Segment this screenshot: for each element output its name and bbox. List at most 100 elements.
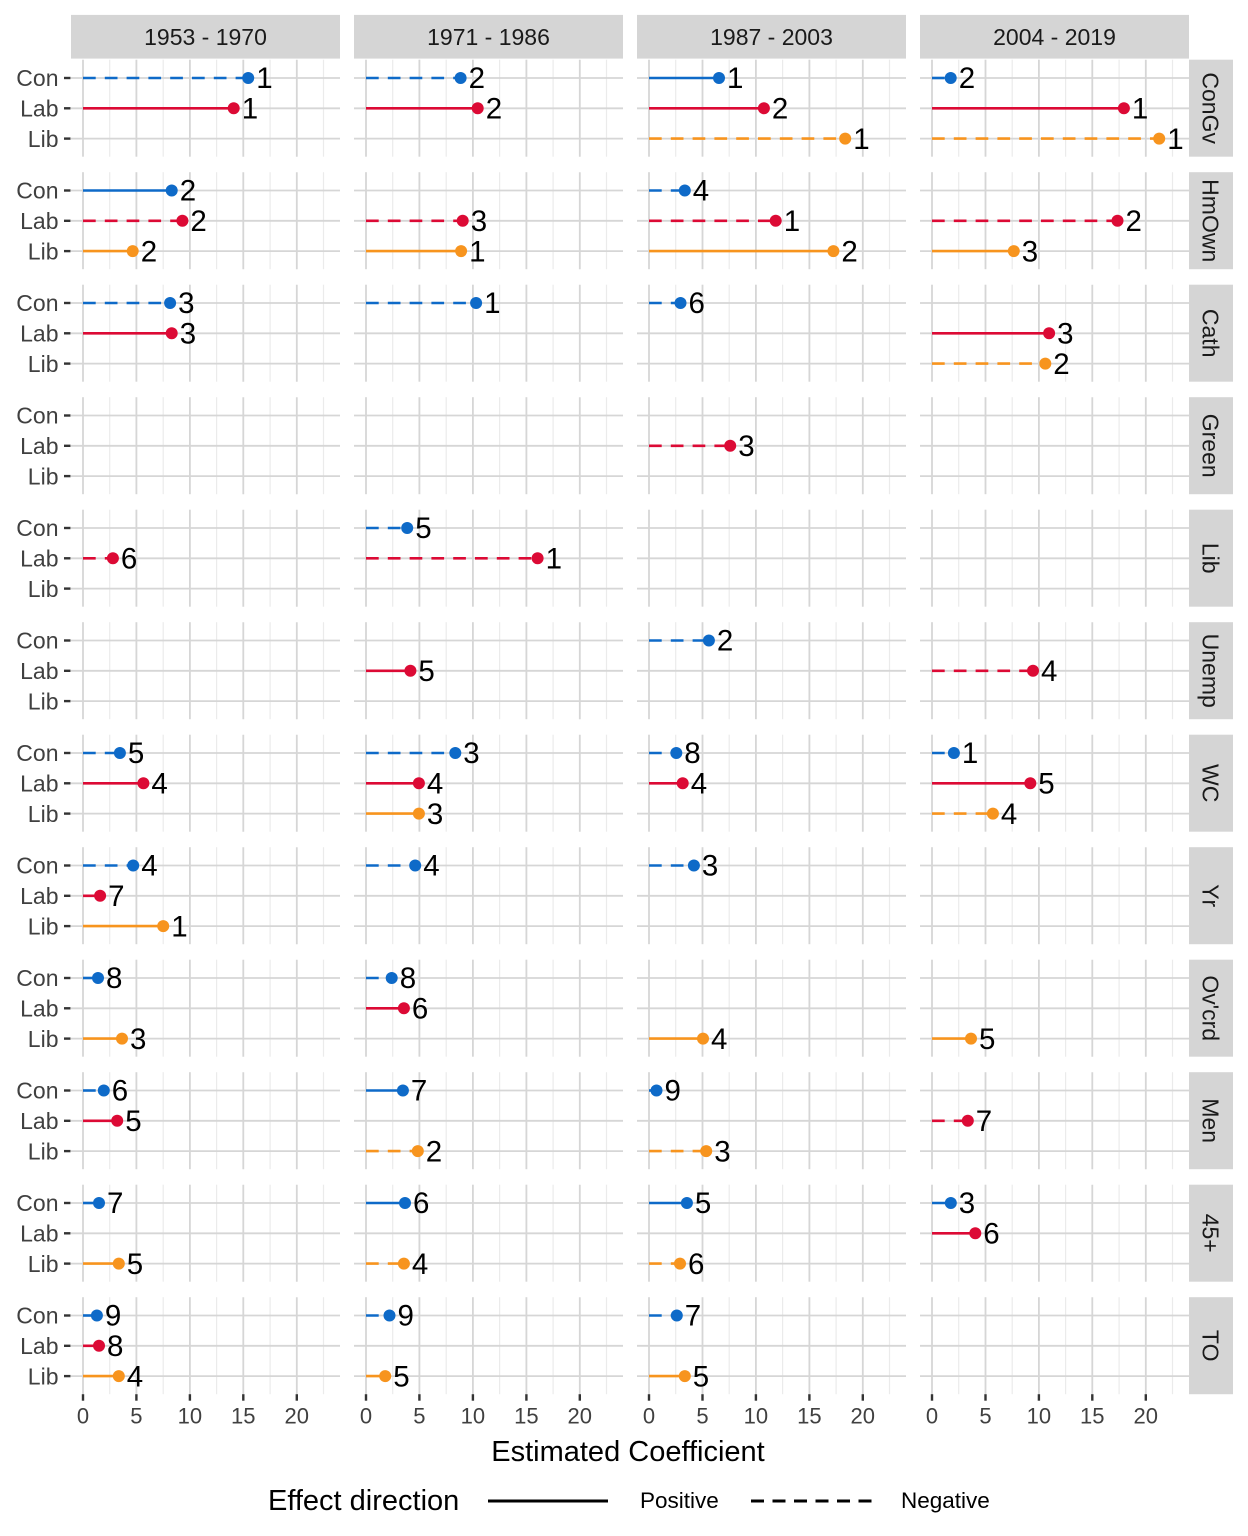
svg-text:8: 8 — [684, 737, 700, 770]
svg-text:9: 9 — [105, 1300, 121, 1333]
svg-text:4: 4 — [423, 850, 439, 883]
svg-text:4: 4 — [151, 768, 167, 801]
svg-text:5: 5 — [130, 1404, 142, 1429]
svg-text:0: 0 — [926, 1404, 938, 1429]
svg-text:9: 9 — [665, 1075, 681, 1108]
svg-text:Lib: Lib — [28, 1363, 59, 1389]
svg-text:1: 1 — [546, 543, 562, 576]
svg-text:Lab: Lab — [20, 96, 58, 122]
svg-text:Con: Con — [16, 628, 58, 654]
svg-text:3: 3 — [738, 430, 754, 463]
svg-text:3: 3 — [1022, 235, 1038, 268]
svg-text:1: 1 — [784, 205, 800, 238]
svg-text:1: 1 — [853, 123, 869, 156]
svg-text:7: 7 — [411, 1075, 427, 1108]
svg-text:2: 2 — [717, 625, 733, 658]
svg-text:5: 5 — [127, 1248, 143, 1281]
svg-text:2: 2 — [486, 93, 502, 126]
svg-text:5: 5 — [393, 1360, 409, 1393]
svg-text:2: 2 — [141, 235, 157, 268]
svg-text:5: 5 — [125, 1105, 141, 1138]
svg-text:Effect direction: Effect direction — [268, 1485, 459, 1517]
svg-text:3: 3 — [471, 205, 487, 238]
svg-text:4: 4 — [691, 768, 707, 801]
svg-text:5: 5 — [693, 1360, 709, 1393]
svg-text:Con: Con — [16, 290, 58, 316]
svg-text:5: 5 — [415, 512, 431, 545]
svg-text:5: 5 — [413, 1404, 425, 1429]
svg-text:5: 5 — [418, 655, 434, 688]
svg-text:15: 15 — [231, 1404, 255, 1429]
svg-text:Con: Con — [16, 1190, 58, 1216]
svg-text:15: 15 — [1080, 1404, 1104, 1429]
svg-text:3: 3 — [702, 850, 718, 883]
svg-text:7: 7 — [976, 1105, 992, 1138]
svg-text:4: 4 — [141, 850, 157, 883]
svg-text:3: 3 — [1057, 318, 1073, 351]
svg-text:Con: Con — [16, 178, 58, 204]
svg-text:10: 10 — [461, 1404, 485, 1429]
svg-text:Lib: Lib — [1198, 543, 1224, 574]
svg-text:Lib: Lib — [28, 688, 59, 714]
svg-text:1: 1 — [962, 737, 978, 770]
svg-text:2: 2 — [959, 62, 975, 95]
svg-text:3: 3 — [130, 1023, 146, 1056]
svg-text:Lab: Lab — [20, 996, 58, 1022]
svg-text:10: 10 — [178, 1404, 202, 1429]
svg-text:Lib: Lib — [28, 126, 59, 152]
svg-text:Lib: Lib — [28, 463, 59, 489]
svg-text:3: 3 — [427, 798, 443, 831]
svg-text:45+: 45+ — [1198, 1214, 1224, 1253]
svg-text:3: 3 — [178, 287, 194, 320]
svg-text:Ov'crd: Ov'crd — [1198, 975, 1224, 1041]
svg-text:Con: Con — [16, 853, 58, 879]
svg-text:Lab: Lab — [20, 1333, 58, 1359]
svg-text:6: 6 — [983, 1218, 999, 1251]
svg-text:Lab: Lab — [20, 1108, 58, 1134]
svg-text:20: 20 — [1134, 1404, 1158, 1429]
svg-text:1: 1 — [484, 287, 500, 320]
svg-text:2004 - 2019: 2004 - 2019 — [993, 24, 1116, 50]
svg-text:Negative: Negative — [901, 1488, 990, 1513]
svg-text:4: 4 — [412, 1248, 428, 1281]
svg-text:1: 1 — [256, 62, 272, 95]
svg-text:6: 6 — [121, 543, 137, 576]
svg-text:6: 6 — [689, 287, 705, 320]
svg-text:Con: Con — [16, 403, 58, 429]
svg-text:5: 5 — [128, 737, 144, 770]
svg-text:7: 7 — [108, 880, 124, 913]
svg-text:Lab: Lab — [20, 771, 58, 797]
svg-text:Lab: Lab — [20, 546, 58, 572]
svg-text:Green: Green — [1198, 414, 1224, 478]
svg-text:6: 6 — [688, 1248, 704, 1281]
svg-text:5: 5 — [695, 1187, 711, 1220]
svg-text:2: 2 — [469, 62, 485, 95]
svg-text:3: 3 — [959, 1187, 975, 1220]
svg-text:1953 - 1970: 1953 - 1970 — [144, 24, 267, 50]
svg-text:Lab: Lab — [20, 883, 58, 909]
svg-text:7: 7 — [107, 1187, 123, 1220]
svg-text:HmOwn: HmOwn — [1198, 179, 1224, 262]
svg-text:6: 6 — [412, 993, 428, 1026]
svg-text:0: 0 — [360, 1404, 372, 1429]
svg-text:Lib: Lib — [28, 576, 59, 602]
svg-text:Lib: Lib — [28, 351, 59, 377]
svg-text:2: 2 — [180, 175, 196, 208]
svg-text:Lib: Lib — [28, 913, 59, 939]
svg-text:1: 1 — [1167, 123, 1183, 156]
svg-text:1971 - 1986: 1971 - 1986 — [427, 24, 550, 50]
svg-text:8: 8 — [400, 962, 416, 995]
svg-text:Lab: Lab — [20, 321, 58, 347]
svg-text:Lab: Lab — [20, 208, 58, 234]
svg-text:Lib: Lib — [28, 1251, 59, 1277]
svg-text:Con: Con — [16, 515, 58, 541]
svg-text:2: 2 — [772, 93, 788, 126]
svg-text:6: 6 — [413, 1187, 429, 1220]
svg-text:7: 7 — [685, 1300, 701, 1333]
svg-text:3: 3 — [180, 318, 196, 351]
svg-text:Unemp: Unemp — [1198, 634, 1224, 708]
svg-text:6: 6 — [112, 1075, 128, 1108]
svg-text:2: 2 — [1053, 348, 1069, 381]
svg-text:Con: Con — [16, 1078, 58, 1104]
svg-text:Yr: Yr — [1198, 884, 1224, 907]
